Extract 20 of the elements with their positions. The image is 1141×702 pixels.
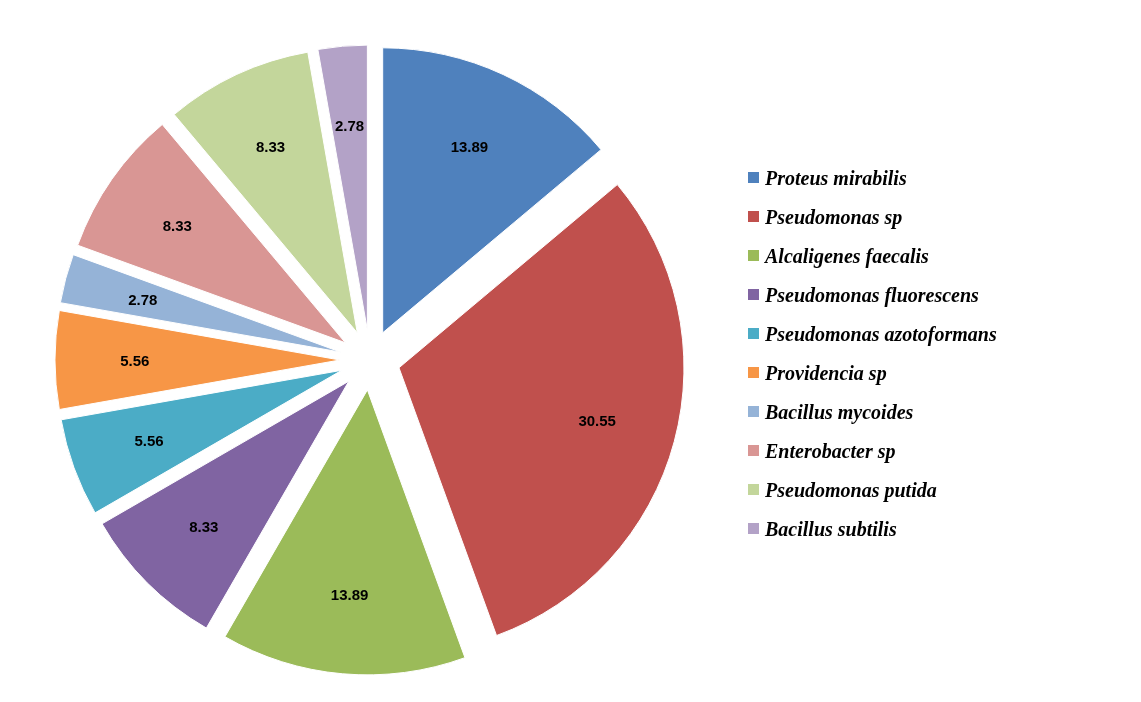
data-label: 13.89 — [450, 138, 489, 156]
legend-label: Providencia sp — [764, 362, 887, 385]
legend-label: Pseudomonas sp — [764, 206, 903, 229]
data-label: 2.78 — [128, 290, 158, 308]
legend-label: Bacillus mycoides — [764, 401, 914, 424]
legend-label: Pseudomonas putida — [764, 479, 937, 502]
data-label: 13.89 — [330, 585, 369, 603]
data-label: 2.78 — [334, 117, 365, 135]
data-label: 5.56 — [134, 432, 164, 449]
data-label: 30.55 — [578, 412, 616, 430]
data-label: 8.33 — [255, 138, 286, 156]
data-label: 8.33 — [162, 216, 192, 234]
legend-label: Pseudomonas fluorescens — [764, 284, 980, 307]
legend-label: Bacillus subtilis — [764, 518, 897, 540]
legend-label: Proteus mirabilis — [764, 167, 907, 189]
legend-label: Alcaligenes faecalis — [763, 245, 930, 268]
data-label: 5.56 — [120, 351, 150, 369]
legend-label: Pseudomonas azotoformans — [764, 323, 997, 346]
data-label: 8.33 — [189, 517, 219, 535]
legend-label: Enterobacter sp — [764, 440, 896, 463]
